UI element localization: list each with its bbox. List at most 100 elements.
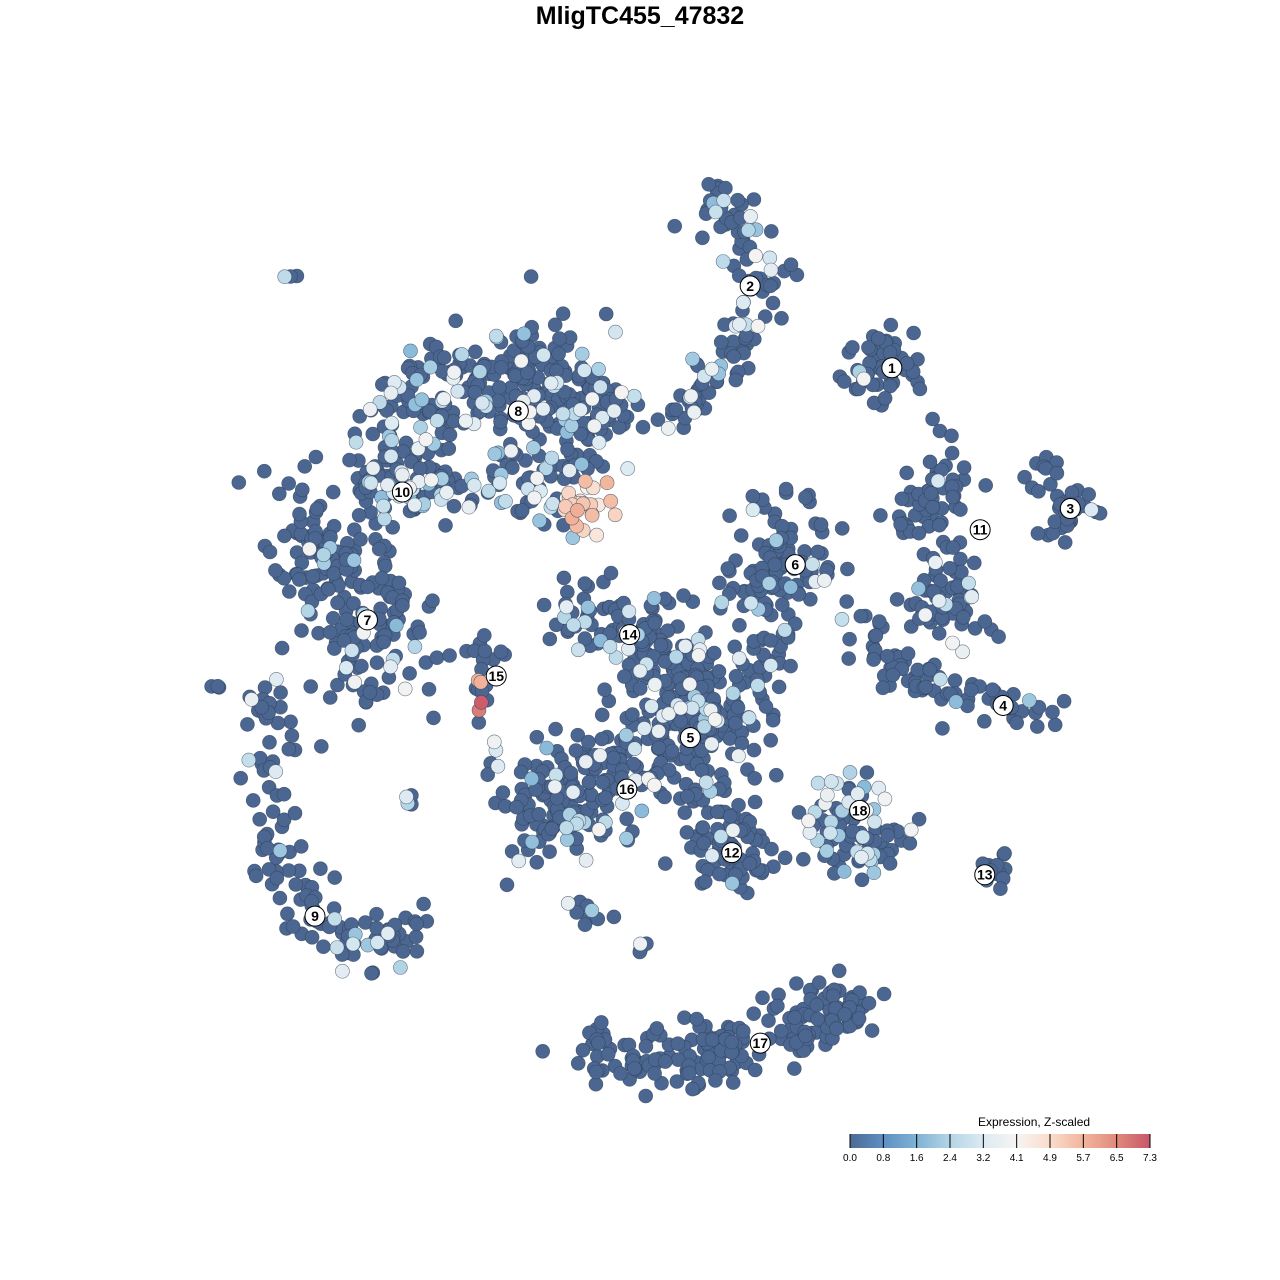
- cell-point: [532, 513, 547, 529]
- cell-point: [664, 743, 680, 759]
- cluster-label-badge: [679, 727, 701, 749]
- cell-point: [342, 452, 357, 468]
- cell-point: [912, 381, 928, 397]
- cell-point: [346, 596, 361, 611]
- cell-point: [490, 758, 506, 774]
- cluster-label-text: 4: [999, 697, 1007, 713]
- cell-point: [446, 498, 462, 514]
- cell-point: [519, 365, 535, 380]
- cell-point: [309, 501, 325, 517]
- cell-point: [593, 379, 608, 395]
- cluster-label-text: 16: [619, 781, 635, 797]
- cell-point: [492, 475, 508, 491]
- cell-point: [683, 388, 699, 404]
- cell-point: [383, 448, 399, 464]
- cluster-label-text: 17: [752, 1035, 768, 1051]
- cell-point: [1045, 704, 1060, 720]
- cell-point: [771, 679, 787, 695]
- cell-point: [942, 560, 958, 576]
- cell-point: [563, 765, 579, 781]
- legend-tick-label: 1.6: [910, 1153, 924, 1164]
- cell-point: [933, 573, 948, 589]
- cell-point: [344, 643, 360, 658]
- cell-point: [603, 493, 619, 509]
- cell-point: [708, 204, 724, 220]
- cell-point: [783, 579, 799, 595]
- cell-point: [536, 597, 552, 613]
- cell-point: [559, 820, 574, 836]
- cluster-label-badge: [485, 665, 507, 687]
- cell-point: [868, 628, 884, 644]
- cell-point: [763, 224, 779, 239]
- cell-point: [882, 378, 898, 394]
- cell-point: [829, 1021, 844, 1036]
- cell-point: [591, 361, 606, 377]
- cell-point: [574, 346, 590, 362]
- cell-point: [597, 682, 612, 698]
- points-layer: [204, 177, 1108, 1104]
- cell-point: [715, 254, 731, 269]
- cell-point: [696, 719, 712, 735]
- cell-point: [413, 420, 428, 435]
- cell-point: [507, 368, 523, 384]
- cell-point: [945, 635, 960, 651]
- cell-point: [513, 764, 529, 780]
- cell-point: [322, 690, 338, 705]
- cell-point: [774, 310, 789, 326]
- cell-point: [726, 349, 742, 364]
- cell-point: [524, 834, 540, 850]
- cell-point: [625, 707, 640, 722]
- cell-point: [436, 350, 452, 365]
- cell-point: [805, 556, 820, 572]
- cell-point: [303, 679, 319, 694]
- cell-point: [810, 544, 826, 560]
- cell-point: [476, 628, 492, 643]
- cell-point: [233, 770, 248, 786]
- cell-point: [260, 840, 275, 856]
- cell-point: [388, 618, 404, 633]
- cell-point: [614, 385, 629, 400]
- cell-point: [900, 646, 916, 661]
- cell-point: [412, 625, 427, 640]
- cell-point: [446, 364, 462, 380]
- cell-point: [620, 461, 636, 476]
- cluster-label-text: 3: [1066, 501, 1074, 517]
- cell-point: [880, 648, 895, 664]
- cell-point: [713, 334, 729, 350]
- cell-point: [383, 385, 399, 401]
- cell-point: [720, 561, 736, 576]
- cell-point: [673, 700, 689, 716]
- cell-point: [966, 555, 982, 571]
- cell-point: [871, 614, 887, 629]
- cell-point: [768, 533, 784, 548]
- cell-point: [676, 588, 691, 603]
- cell-point: [570, 642, 586, 658]
- cluster-label-badge: [784, 554, 806, 576]
- cell-point: [600, 1047, 616, 1062]
- cell-point: [542, 631, 558, 647]
- cell-point: [945, 540, 961, 555]
- cell-point: [931, 593, 947, 609]
- cell-point: [647, 677, 663, 692]
- cluster-label-12: 12: [721, 842, 743, 864]
- cell-point: [316, 547, 331, 563]
- cell-point: [679, 825, 695, 840]
- cell-point: [619, 831, 634, 846]
- cell-point: [991, 629, 1006, 645]
- cluster-label-5: 5: [679, 727, 701, 749]
- cell-point: [608, 324, 623, 340]
- cell-point: [839, 594, 855, 609]
- cell-point: [272, 890, 288, 906]
- legend-tick-label: 0.8: [876, 1153, 890, 1164]
- cell-point: [363, 475, 379, 491]
- cell-point: [911, 525, 927, 541]
- cell-point: [985, 682, 1000, 698]
- cell-point: [798, 1028, 813, 1044]
- cell-point: [291, 572, 307, 587]
- cell-point: [577, 576, 593, 591]
- cluster-label-badge: [849, 799, 871, 821]
- cell-point: [861, 340, 876, 355]
- cell-point: [722, 508, 737, 524]
- cell-point: [376, 634, 392, 650]
- cell-point: [570, 727, 586, 743]
